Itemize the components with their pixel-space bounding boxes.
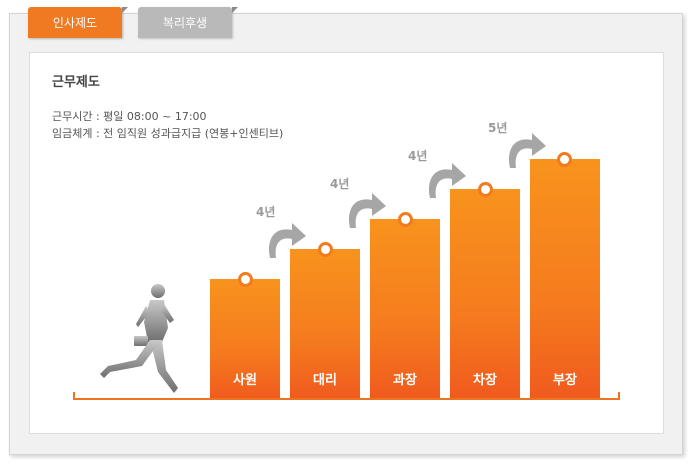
curved-arrow-icon [508, 133, 546, 168]
rank-label: 부장 [553, 373, 577, 388]
promotion-years-label: 4년 [330, 177, 350, 191]
tab-corner [122, 7, 128, 13]
rank-label: 과장 [393, 373, 417, 388]
rank-label: 차장 [473, 373, 497, 388]
baseline-tick [73, 392, 75, 400]
rank-bar-대리: 대리 [290, 249, 360, 400]
section-title: 근무제도 [52, 75, 100, 90]
rank-label: 대리 [313, 373, 337, 388]
tab-label: 복리후생 [162, 16, 208, 30]
baseline-tick [618, 392, 620, 400]
rank-bar-차장: 차장 [450, 189, 520, 400]
pay-system-text: 임금체계 : 전 임직원 성과급지급 (연봉+인센티브) [52, 127, 284, 140]
rank-bar-사원: 사원 [210, 279, 280, 400]
tab-welfare[interactable]: 복리후생 [138, 7, 238, 38]
rank-bar-부장: 부장 [530, 159, 600, 400]
rank-dot [398, 212, 413, 227]
curved-arrow-icon [268, 223, 306, 258]
baseline [73, 398, 620, 400]
rank-dot [478, 182, 493, 197]
rank-bar-과장: 과장 [370, 219, 440, 400]
rank-dot [238, 272, 253, 287]
rank-dot [557, 152, 572, 167]
tab-label: 인사제도 [52, 16, 98, 30]
promotion-years-label: 4년 [256, 205, 276, 219]
work-hours-text: 근무시간 : 평일 08:00 ~ 17:00 [52, 110, 207, 123]
rank-dot [318, 242, 333, 257]
promotion-years-label: 4년 [408, 149, 428, 163]
curved-arrow-icon [428, 163, 466, 198]
curved-arrow-icon [348, 193, 386, 228]
businessman-walking-figure [100, 284, 178, 393]
tab-corner [232, 7, 238, 13]
rank-label: 사원 [233, 373, 257, 388]
promotion-years-label: 5년 [488, 121, 508, 135]
tab-hr-system[interactable]: 인사제도 [28, 7, 128, 38]
